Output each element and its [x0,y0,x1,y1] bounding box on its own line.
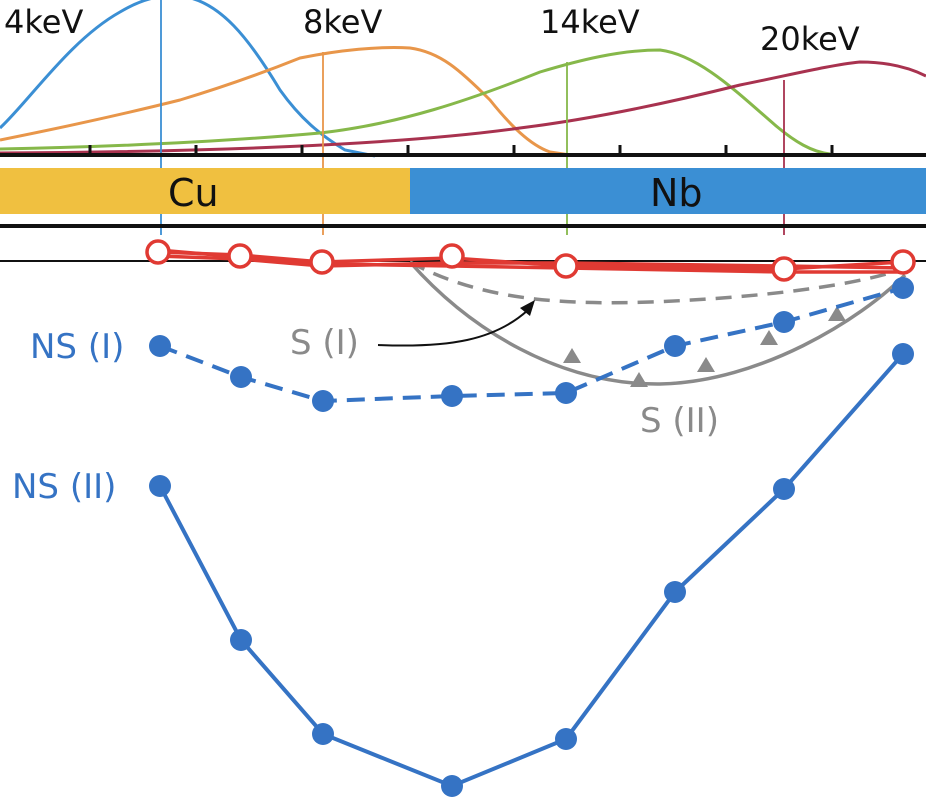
s2-marker [760,330,778,345]
s2-marker [697,357,715,372]
s2-markers [563,306,846,387]
energy-labels: 4keV 8keV 14keV 20keV [4,3,860,58]
ns2-curve [158,352,905,789]
normal-marker [439,243,465,269]
ns2-marker [441,775,463,797]
layer-nb [410,168,926,214]
normal-marker [145,239,171,265]
ns1-markers [149,277,914,412]
s1-pointer-arrowhead [520,300,535,316]
superconducting-curves: S (I) S (II) [290,260,907,441]
ns2-marker [149,475,171,497]
normal-marker [771,256,797,282]
normal-markers [145,239,916,282]
label-ns1: NS (I) [30,327,124,367]
profile-4kev [0,0,376,158]
energy-label-8kev: 8keV [303,3,382,41]
profile-8kev [0,45,571,157]
depth-axis [0,145,926,157]
s2-marker [630,372,648,387]
energy-label-20kev: 20keV [760,20,860,58]
ns2-marker [773,478,795,500]
ns2-marker [555,728,577,750]
label-ns2: NS (II) [12,467,116,507]
s2-marker [563,348,581,363]
layer-bar: Cu Nb [0,168,926,228]
ns1-curve [159,286,904,404]
ns1-marker [892,277,914,299]
implantation-profiles [0,0,926,158]
profile-14kev [0,48,831,156]
layer-cu [0,168,410,214]
label-s2: S (II) [640,401,719,441]
ns1-marker [312,390,334,412]
s1-pointer-arrow [377,309,529,347]
ns1-marker [664,335,686,357]
ns2-marker [312,723,334,745]
label-s1: S (I) [290,323,359,363]
axis-ticks [88,145,834,155]
layer-label-nb: Nb [650,171,703,215]
normal-marker [227,243,253,269]
s1-curve [409,260,906,305]
profile-20kev [0,60,926,155]
energy-label-14kev: 14keV [540,3,640,41]
normal-marker [890,249,916,275]
normal-curves [145,239,916,282]
ns1-marker [230,366,252,388]
ns1-marker [555,382,577,404]
normal-marker [309,249,335,275]
ns1-marker [441,385,463,407]
s2-marker [828,306,846,321]
layer-label-cu: Cu [168,171,219,215]
ns2-marker [892,343,914,365]
ns1-marker [773,311,795,333]
ns1-marker [149,335,171,357]
ns2-marker [664,581,686,603]
ns2-marker [230,629,252,651]
energy-label-4kev: 4keV [4,3,83,41]
ns2-curve-group: NS (II) [12,343,914,797]
s2-curve [408,260,907,386]
normal-marker [553,253,579,279]
ns1-curve-group: NS (I) [30,277,914,412]
ns2-markers [149,343,914,797]
